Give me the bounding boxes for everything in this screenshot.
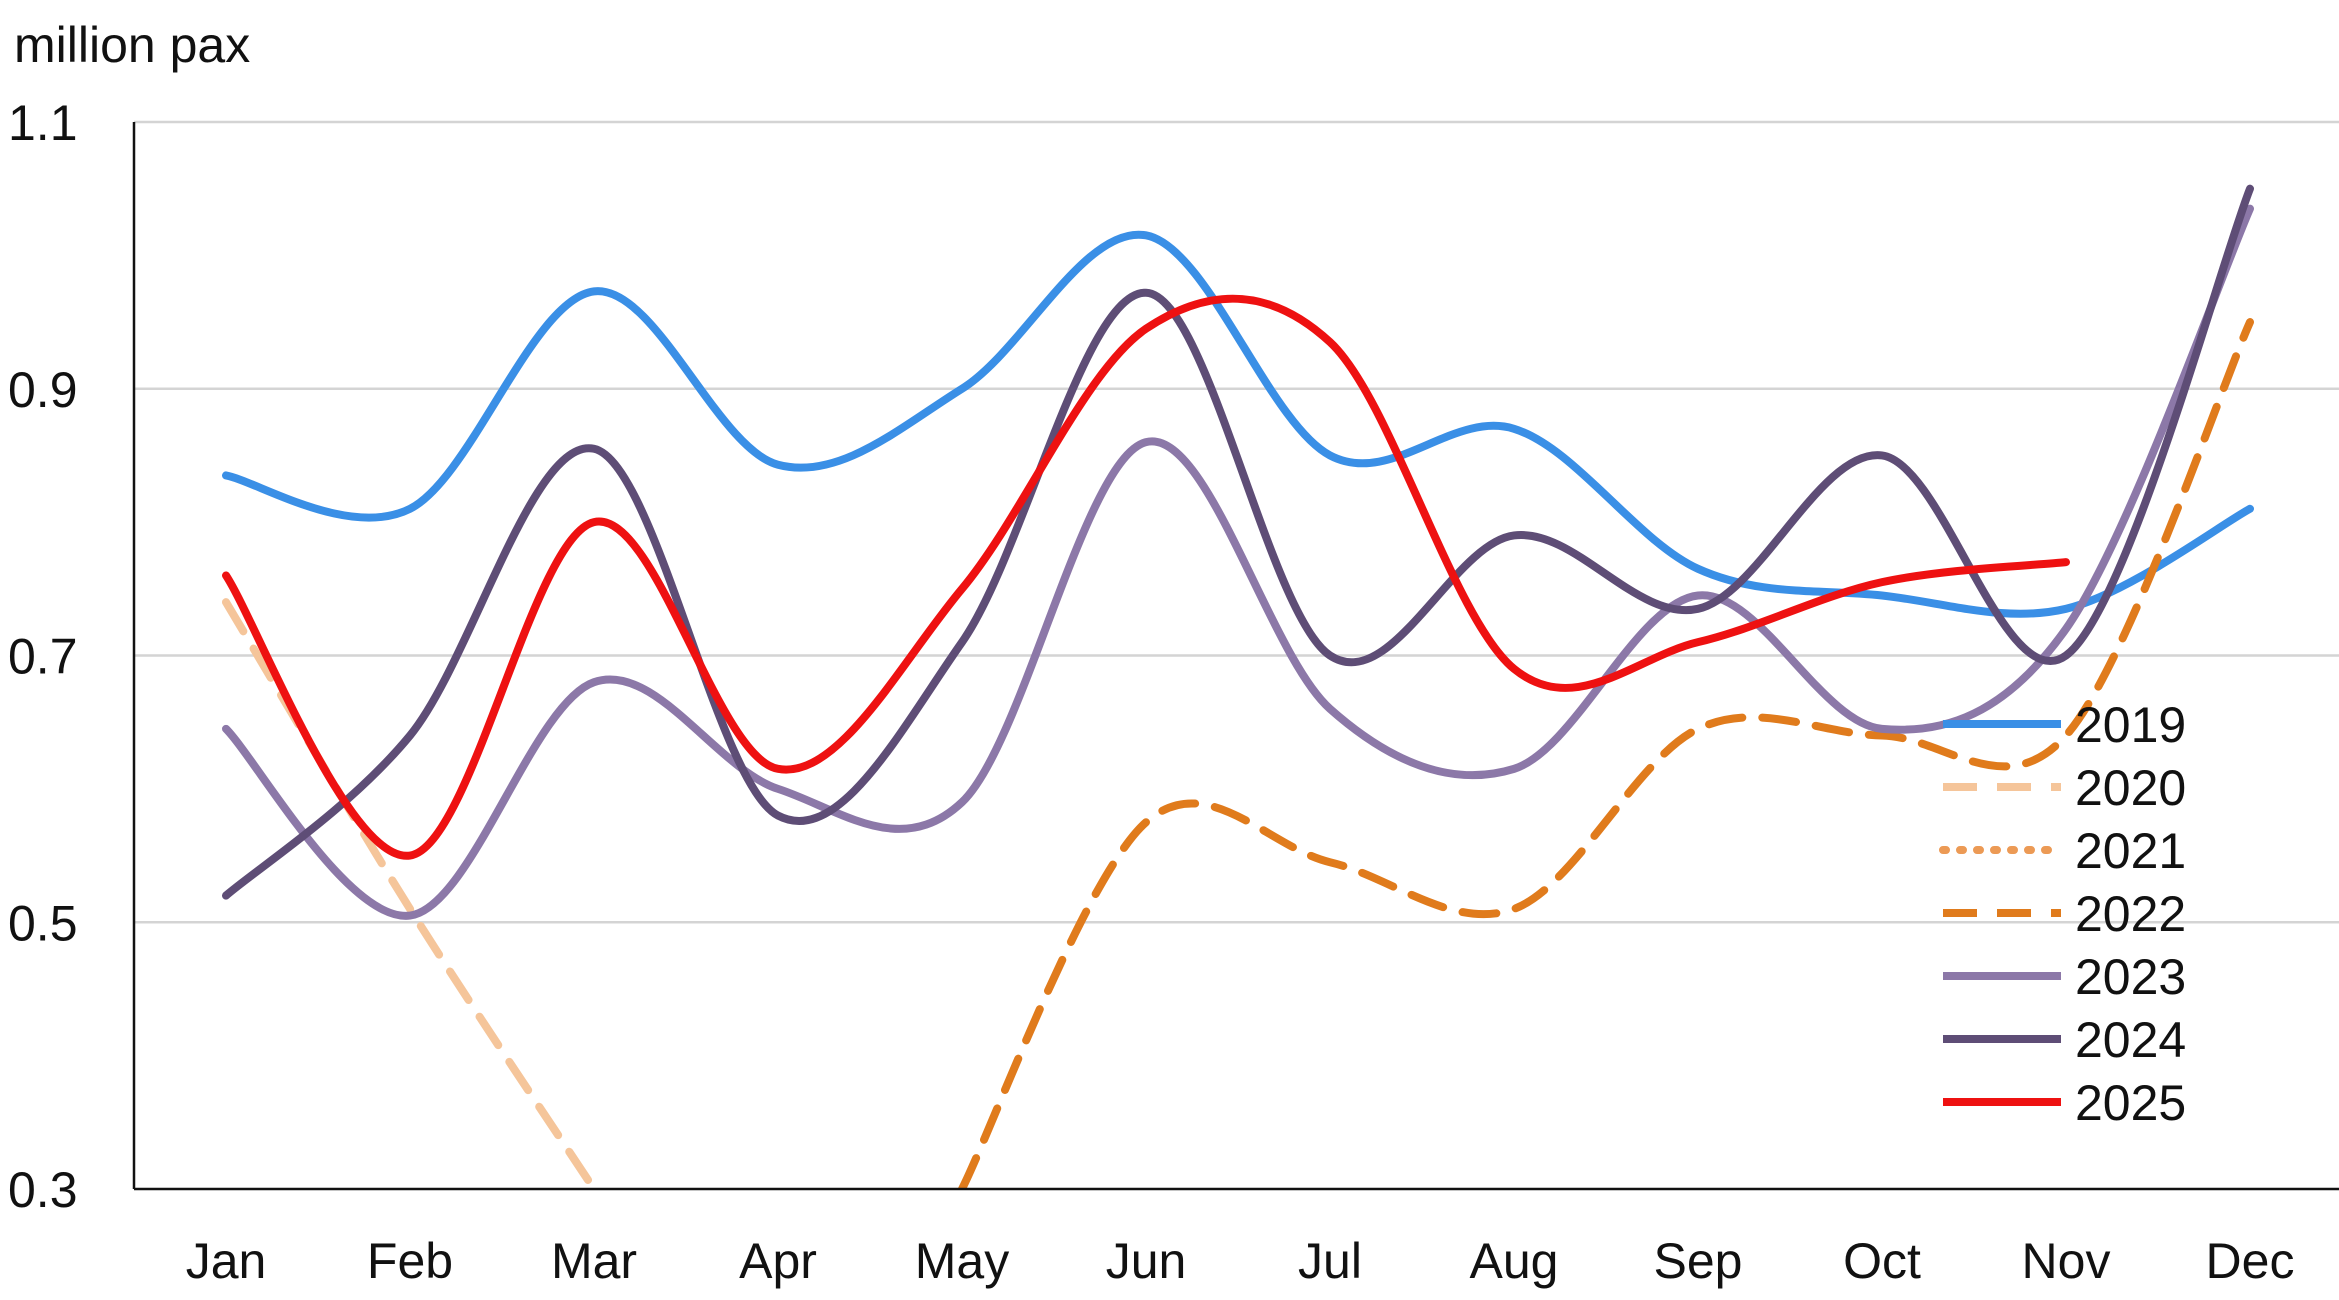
legend-label-2023: 2023 — [2075, 949, 2186, 1005]
x-tick-label-mar: Mar — [551, 1233, 637, 1289]
y-tick-label-0-9: 0.9 — [8, 362, 78, 418]
x-tick-label-aug: Aug — [1470, 1233, 1559, 1289]
gridlines — [134, 120, 2339, 924]
legend-label-2020: 2020 — [2075, 760, 2186, 816]
x-tick-label-apr: Apr — [739, 1233, 817, 1289]
legend-item-2022: 2022 — [1943, 886, 2186, 942]
axes: 0.3 0.5 0.7 0.9 1.1 Jan Feb Mar Apr May Jun Jul Aug S… — [8, 95, 2339, 1289]
legend: 2019 2020 2021 2022 2023 2024 2025 — [1939, 697, 2186, 1131]
series-line-2024 — [222, 184, 2254, 900]
legend-label-2021: 2021 — [2075, 823, 2186, 879]
legend-item-2025: 2025 — [1943, 1075, 2186, 1131]
series-line-2019 — [222, 230, 2254, 618]
legend-label-2019: 2019 — [2075, 697, 2186, 753]
legend-label-2022: 2022 — [2075, 886, 2186, 942]
x-tick-label-jun: Jun — [1106, 1233, 1187, 1289]
series-line-2020 — [222, 598, 598, 1190]
legend-item-2021: 2021 — [1939, 823, 2186, 879]
x-tick-label-nov: Nov — [2022, 1233, 2111, 1289]
series-line-2022 — [958, 318, 2254, 1190]
x-tick-label-jan: Jan — [186, 1233, 267, 1289]
x-tick-label-oct: Oct — [1843, 1233, 1921, 1289]
legend-label-2024: 2024 — [2075, 1012, 2186, 1068]
series-line-2023 — [222, 204, 2254, 920]
x-tick-label-may: May — [915, 1233, 1009, 1289]
y-tick-label-1-1: 1.1 — [8, 95, 78, 151]
series-line-2025 — [222, 294, 2070, 860]
y-tick-label-0-5: 0.5 — [8, 895, 78, 951]
legend-item-2020: 2020 — [1943, 760, 2186, 816]
legend-item-2023: 2023 — [1943, 949, 2186, 1005]
x-tick-label-jul: Jul — [1298, 1233, 1362, 1289]
y-axis-unit-label: million pax — [14, 17, 250, 73]
series-lines — [222, 184, 2254, 1190]
x-tick-label-feb: Feb — [367, 1233, 453, 1289]
legend-label-2025: 2025 — [2075, 1075, 2186, 1131]
y-tick-label-0-3: 0.3 — [8, 1162, 78, 1218]
legend-item-2024: 2024 — [1943, 1012, 2186, 1068]
x-tick-label-dec: Dec — [2206, 1233, 2295, 1289]
x-tick-label-sep: Sep — [1654, 1233, 1743, 1289]
y-tick-label-0-7: 0.7 — [8, 629, 78, 685]
legend-item-2019: 2019 — [1943, 697, 2186, 753]
